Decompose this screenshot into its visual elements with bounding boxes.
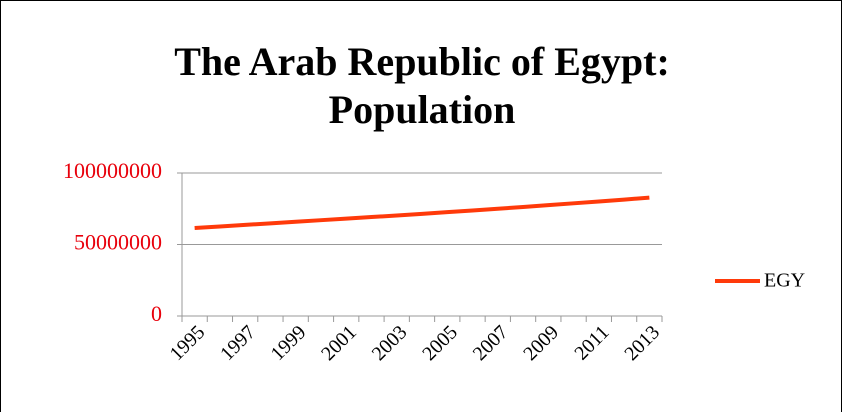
x-tick-label: 1999	[267, 321, 311, 365]
x-tick-label: 2013	[620, 321, 664, 365]
legend-label: EGY	[764, 270, 805, 292]
y-tick-label: 100000000	[63, 158, 162, 183]
x-tick-label: 1995	[166, 321, 210, 365]
x-tick-label: 2001	[317, 321, 361, 365]
x-tick-label: 2011	[570, 321, 613, 364]
chart-title: The Arab Republic of Egypt: Population	[174, 39, 670, 132]
y-tick-label: 50000000	[74, 230, 162, 255]
x-tick-label: 2009	[519, 321, 563, 365]
x-tick-label: 1997	[216, 321, 260, 365]
x-tick-label: 2007	[469, 321, 513, 365]
x-tick-label: 2003	[368, 321, 412, 365]
y-tick-label: 0	[151, 301, 162, 326]
line	[194, 195, 650, 231]
x-tick-label: 2005	[418, 321, 462, 365]
